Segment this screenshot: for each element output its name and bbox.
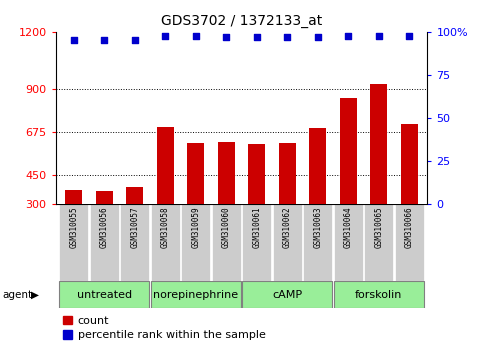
Bar [181,204,211,281]
Point [375,33,383,39]
Bar [212,204,241,281]
Text: GSM310060: GSM310060 [222,206,231,247]
Bar [340,98,356,261]
Point [284,34,291,40]
Point [192,33,199,39]
Point [222,34,230,40]
Bar [303,204,332,281]
Bar [157,127,174,261]
Bar [334,281,424,308]
Text: GSM310058: GSM310058 [161,206,170,247]
Point [131,37,139,42]
Bar [66,190,82,261]
Bar [59,281,149,308]
Bar [309,128,326,261]
Point [253,34,261,40]
Text: untreated: untreated [77,290,132,300]
Point [344,33,352,39]
Text: GSM310065: GSM310065 [374,206,383,247]
Legend: count, percentile rank within the sample: count, percentile rank within the sample [61,314,268,343]
Point [100,37,108,42]
Bar [242,281,332,308]
Point [161,33,169,39]
Text: GSM310059: GSM310059 [191,206,200,247]
Bar [151,204,180,281]
Text: forskolin: forskolin [355,290,402,300]
Point [70,37,78,42]
Text: norepinephrine: norepinephrine [153,290,238,300]
Text: GSM310055: GSM310055 [70,206,78,247]
Title: GDS3702 / 1372133_at: GDS3702 / 1372133_at [161,14,322,28]
Bar [370,84,387,261]
Text: GSM310066: GSM310066 [405,206,413,247]
Bar [364,204,393,281]
Bar [120,204,149,281]
Text: GSM310057: GSM310057 [130,206,139,247]
Bar [218,142,235,261]
Point [405,33,413,39]
Bar [187,143,204,261]
Bar [151,281,241,308]
Text: ▶: ▶ [31,290,40,300]
Point [314,34,322,40]
Bar [242,204,271,281]
Bar [248,144,265,261]
Text: GSM310056: GSM310056 [100,206,109,247]
Text: cAMP: cAMP [272,290,302,300]
Bar [59,204,88,281]
Text: GSM310062: GSM310062 [283,206,292,247]
Bar [279,143,296,261]
Bar [272,204,302,281]
Bar [334,204,363,281]
Bar [90,204,119,281]
Text: GSM310061: GSM310061 [252,206,261,247]
Bar [96,191,113,261]
Text: agent: agent [2,290,32,300]
Text: GSM310064: GSM310064 [344,206,353,247]
Text: GSM310063: GSM310063 [313,206,322,247]
Bar [401,124,417,261]
Bar [127,187,143,261]
Bar [395,204,424,281]
